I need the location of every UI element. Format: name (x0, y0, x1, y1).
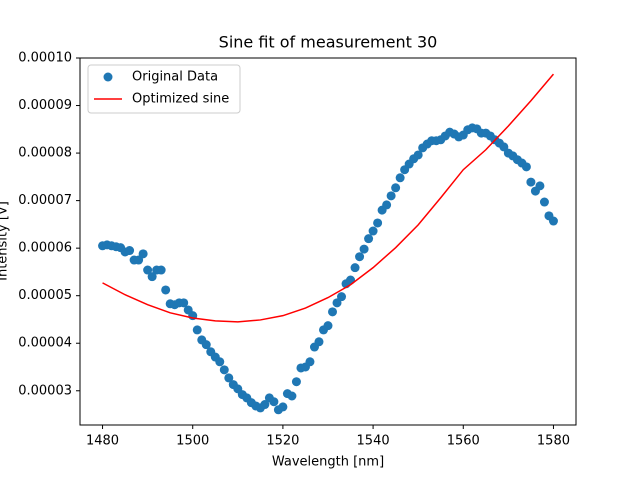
y-tick-label: 0.00005 (18, 288, 72, 303)
data-point (147, 272, 157, 282)
data-point (337, 292, 347, 302)
data-point (192, 325, 202, 335)
data-point (134, 255, 144, 265)
x-tick-label: 1480 (86, 434, 119, 449)
data-point (260, 400, 270, 410)
data-point (291, 377, 301, 387)
data-point (395, 173, 405, 183)
data-point (201, 340, 211, 350)
data-point (386, 191, 396, 201)
data-point (125, 246, 135, 256)
data-point (215, 357, 225, 367)
legend-marker (103, 72, 113, 82)
y-tick-label: 0.00008 (18, 146, 72, 161)
data-point (179, 298, 189, 308)
data-point (391, 183, 401, 193)
data-point (323, 321, 333, 331)
data-point (314, 337, 324, 347)
data-point (413, 150, 423, 160)
data-point (355, 252, 365, 262)
data-point (526, 177, 536, 187)
data-point (138, 249, 148, 259)
data-point (269, 397, 279, 407)
data-point (143, 265, 153, 275)
legend-label: Original Data (132, 70, 218, 85)
x-tick-label: 1580 (537, 434, 570, 449)
y-tick-label: 0.00006 (18, 241, 72, 256)
x-tick-label: 1540 (357, 434, 390, 449)
x-tick-label: 1500 (176, 434, 209, 449)
data-point (328, 307, 338, 317)
data-point (156, 265, 166, 275)
data-point (548, 216, 558, 226)
y-tick-label: 0.00010 (18, 51, 72, 66)
chart-title: Sine fit of measurement 30 (219, 33, 438, 52)
data-point (224, 373, 234, 383)
data-point (278, 402, 288, 412)
legend-label: Optimized sine (132, 92, 229, 107)
data-point (539, 197, 549, 207)
legend-box (87, 64, 241, 114)
y-tick-label: 0.00009 (18, 98, 72, 113)
data-point (382, 200, 392, 210)
data-point (161, 285, 171, 295)
y-axis-label: Intensity [V] (0, 201, 11, 281)
x-axis-label: Wavelength [nm] (272, 455, 384, 470)
data-point (499, 142, 509, 152)
fit-line (102, 73, 555, 323)
data-point (219, 365, 229, 375)
y-tick-label: 0.00007 (18, 193, 72, 208)
data-point (332, 298, 342, 308)
data-point (368, 226, 378, 236)
y-tick-label: 0.00003 (18, 383, 72, 398)
data-point (535, 181, 545, 191)
x-tick-label: 1560 (447, 434, 480, 449)
x-tick-label: 1520 (266, 434, 299, 449)
data-point (350, 263, 360, 273)
data-point (359, 244, 369, 254)
data-point (364, 234, 374, 244)
plot-frame (79, 57, 577, 426)
y-tick-label: 0.00004 (18, 336, 72, 351)
data-point (287, 391, 297, 401)
data-point (373, 218, 383, 228)
data-point (521, 162, 531, 172)
data-point (305, 357, 315, 367)
